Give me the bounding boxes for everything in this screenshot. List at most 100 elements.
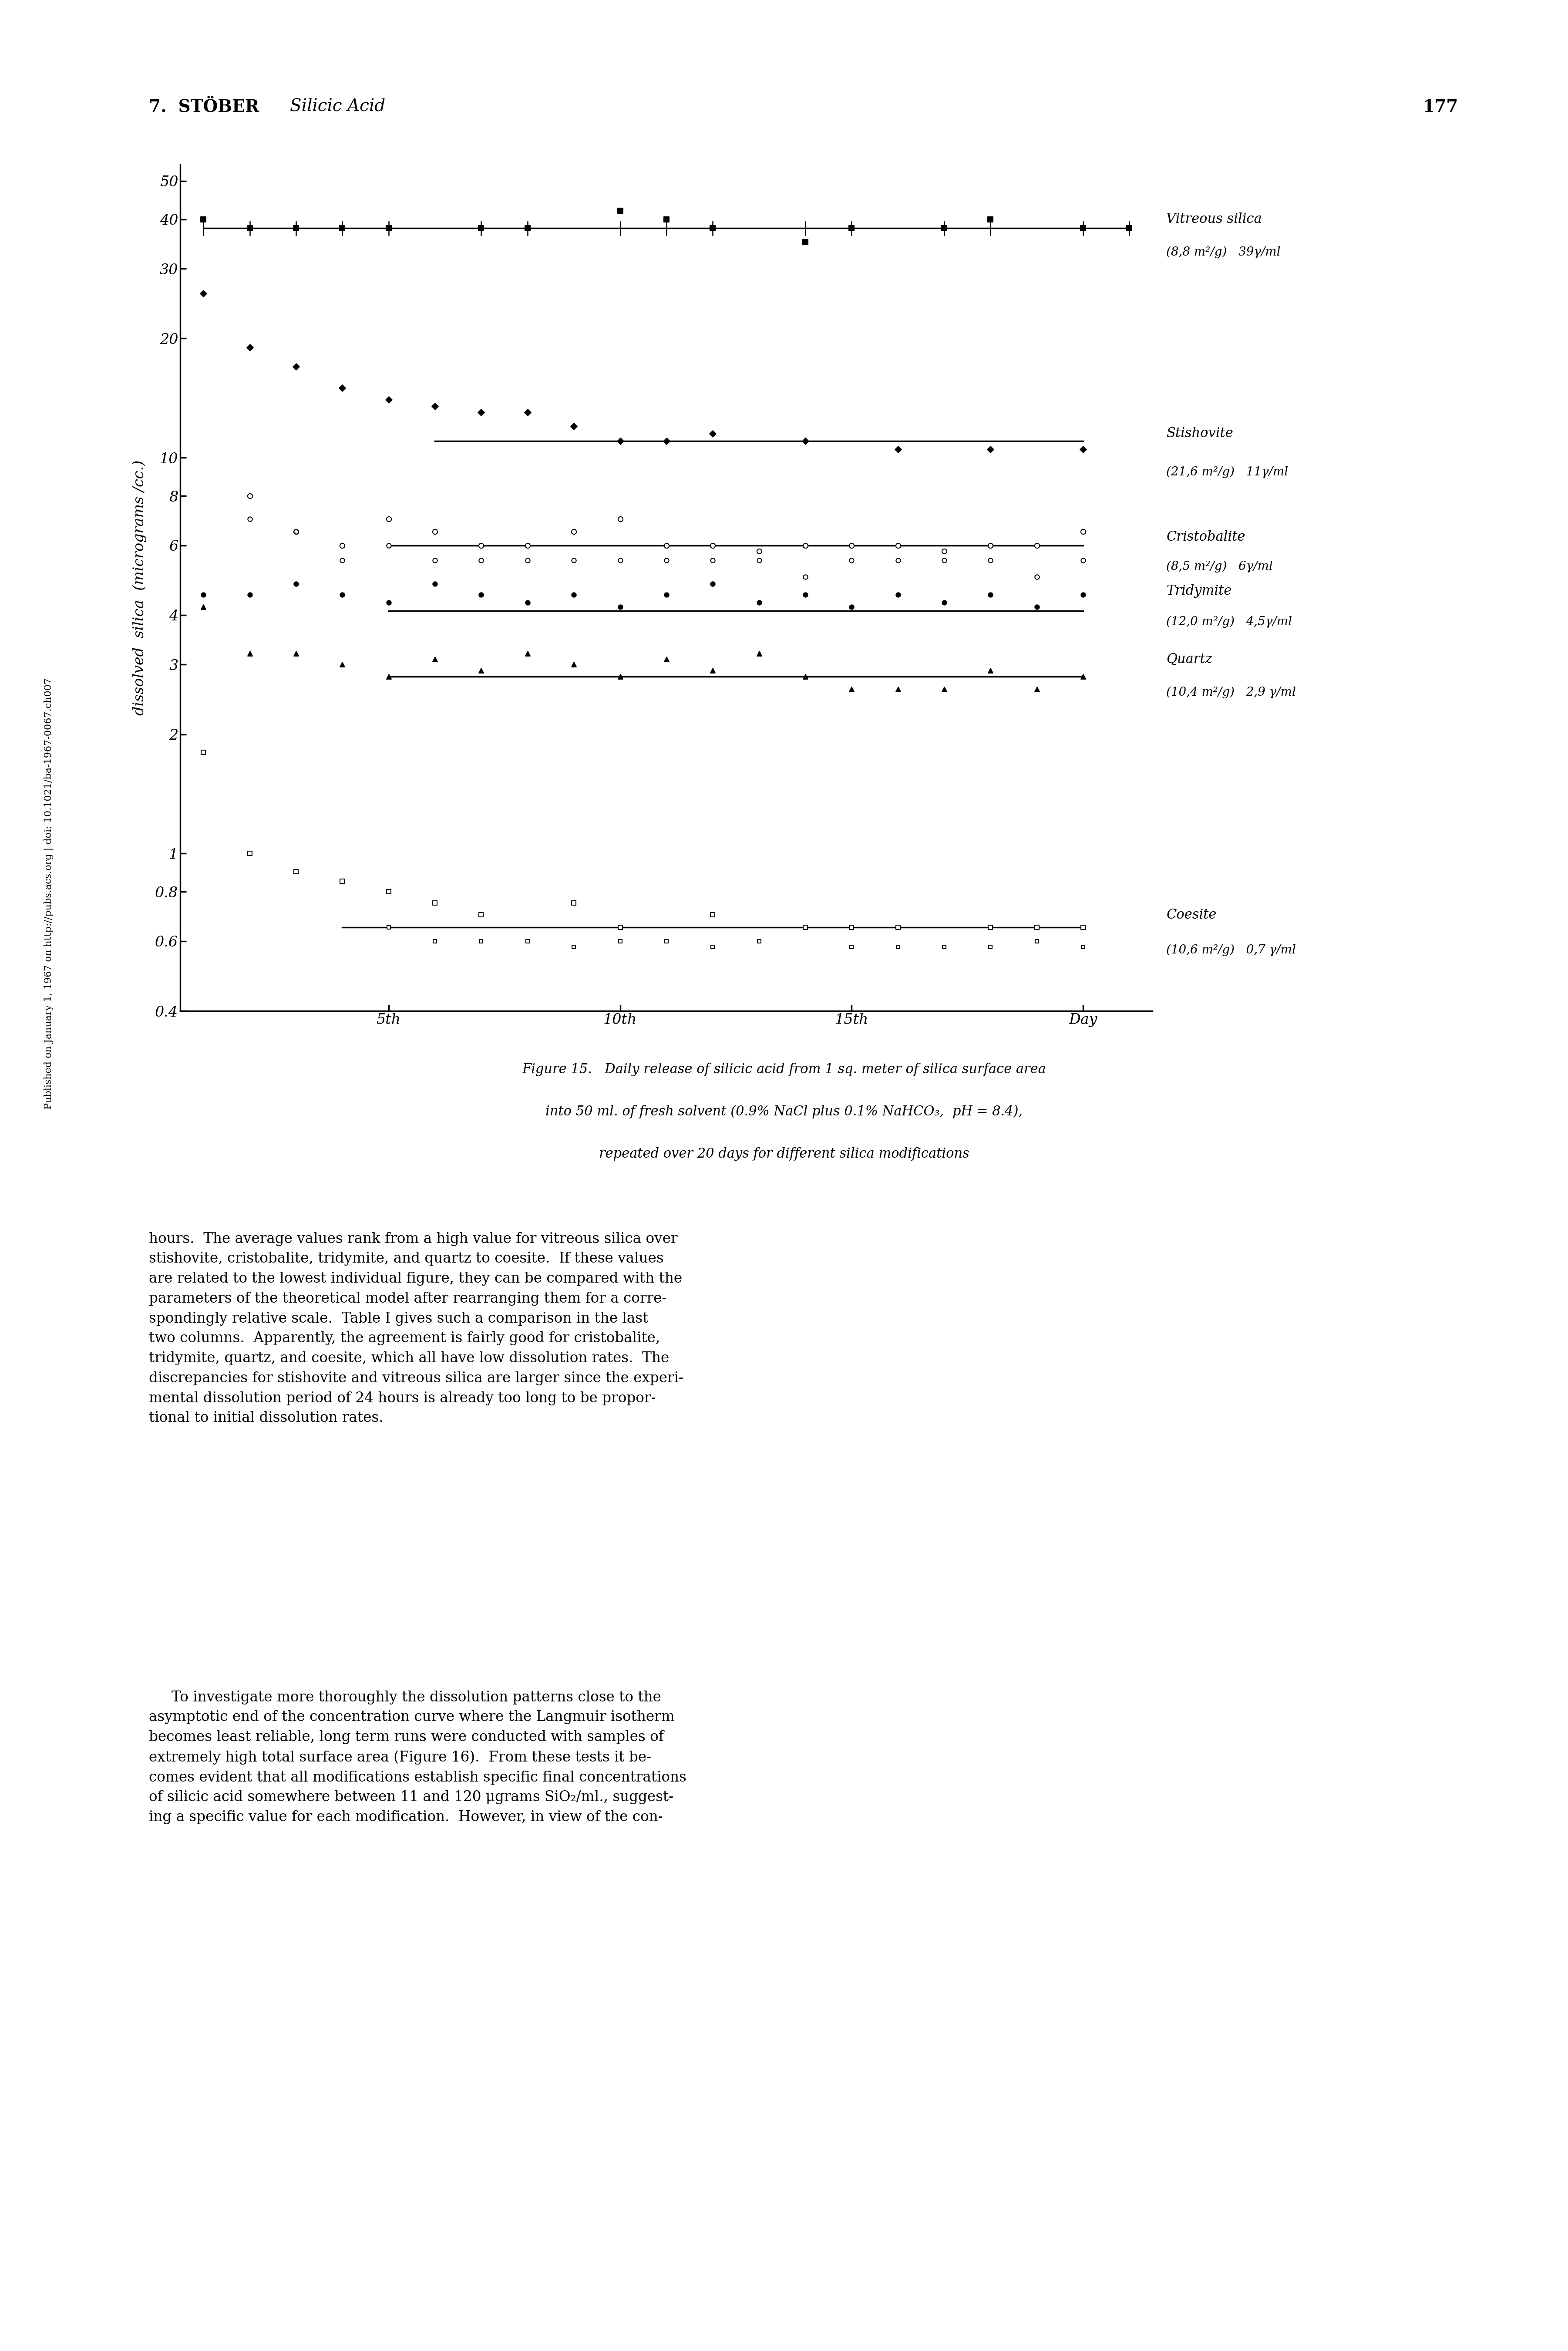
Point bbox=[839, 588, 864, 625]
Point bbox=[561, 541, 586, 578]
Point bbox=[978, 527, 1004, 564]
Point bbox=[561, 407, 586, 444]
Text: 177: 177 bbox=[1422, 99, 1458, 115]
Point bbox=[376, 381, 401, 418]
Point bbox=[607, 910, 632, 947]
Point bbox=[376, 527, 401, 564]
Point bbox=[607, 588, 632, 625]
Text: Cristobalite: Cristobalite bbox=[1167, 531, 1245, 543]
Point bbox=[237, 329, 262, 367]
Point bbox=[1071, 576, 1096, 614]
Point bbox=[469, 541, 494, 578]
Y-axis label: dissolved  silica  (micrograms /cc.): dissolved silica (micrograms /cc.) bbox=[132, 461, 147, 715]
Point bbox=[931, 541, 956, 578]
Point bbox=[561, 929, 586, 966]
Point bbox=[284, 513, 309, 550]
Point bbox=[886, 910, 911, 947]
Point bbox=[469, 896, 494, 933]
Point bbox=[1024, 910, 1049, 947]
Point bbox=[237, 576, 262, 614]
Text: Coesite: Coesite bbox=[1167, 907, 1217, 922]
Point bbox=[1024, 588, 1049, 625]
Point bbox=[422, 639, 447, 677]
Point bbox=[793, 423, 818, 461]
Point bbox=[237, 501, 262, 538]
Text: Quartz: Quartz bbox=[1167, 651, 1212, 665]
Point bbox=[701, 564, 726, 602]
Point bbox=[514, 393, 539, 430]
Point bbox=[1071, 513, 1096, 550]
Point bbox=[1071, 658, 1096, 696]
Point bbox=[701, 209, 726, 247]
Point bbox=[607, 423, 632, 461]
Point bbox=[469, 393, 494, 430]
Point bbox=[329, 209, 354, 247]
Point bbox=[284, 348, 309, 386]
Point bbox=[284, 564, 309, 602]
Point bbox=[422, 884, 447, 922]
Point bbox=[978, 200, 1004, 237]
Point bbox=[839, 209, 864, 247]
Point bbox=[1071, 910, 1096, 947]
Point bbox=[191, 576, 216, 614]
Text: 7.  STÖBER: 7. STÖBER bbox=[149, 99, 259, 115]
Text: repeated over 20 days for different silica modifications: repeated over 20 days for different sili… bbox=[599, 1147, 969, 1161]
Point bbox=[329, 863, 354, 900]
Point bbox=[701, 541, 726, 578]
Point bbox=[191, 200, 216, 237]
Point bbox=[329, 541, 354, 578]
Point bbox=[237, 835, 262, 872]
Point bbox=[654, 423, 679, 461]
Point bbox=[284, 513, 309, 550]
Point bbox=[561, 647, 586, 684]
Point bbox=[793, 527, 818, 564]
Point bbox=[793, 557, 818, 595]
Point bbox=[191, 275, 216, 313]
Point bbox=[1024, 557, 1049, 595]
Point bbox=[886, 541, 911, 578]
Point bbox=[1071, 430, 1096, 468]
Point bbox=[284, 853, 309, 891]
Point bbox=[237, 209, 262, 247]
Point bbox=[793, 576, 818, 614]
Point bbox=[284, 635, 309, 672]
Point bbox=[886, 670, 911, 708]
Point bbox=[746, 635, 771, 672]
Point bbox=[701, 527, 726, 564]
Point bbox=[886, 576, 911, 614]
Point bbox=[469, 576, 494, 614]
Point bbox=[701, 896, 726, 933]
Point bbox=[978, 910, 1004, 947]
Point bbox=[329, 576, 354, 614]
Point bbox=[746, 583, 771, 621]
Point bbox=[654, 576, 679, 614]
Point bbox=[561, 884, 586, 922]
Point bbox=[1071, 541, 1096, 578]
Point bbox=[376, 910, 401, 947]
Text: (8,8 m²/g)   39γ/ml: (8,8 m²/g) 39γ/ml bbox=[1167, 247, 1281, 259]
Text: To investigate more thoroughly the dissolution patterns close to the
asymptotic : To investigate more thoroughly the disso… bbox=[149, 1690, 687, 1824]
Point bbox=[422, 922, 447, 959]
Point bbox=[886, 929, 911, 966]
Point bbox=[237, 635, 262, 672]
Point bbox=[886, 430, 911, 468]
Point bbox=[607, 922, 632, 959]
Point bbox=[746, 541, 771, 578]
Text: (8,5 m²/g)   6γ/ml: (8,5 m²/g) 6γ/ml bbox=[1167, 562, 1273, 574]
Point bbox=[886, 527, 911, 564]
Point bbox=[931, 209, 956, 247]
Text: Published on January 1, 1967 on http://pubs.acs.org | doi: 10.1021/ba-1967-0067.: Published on January 1, 1967 on http://p… bbox=[44, 677, 53, 1110]
Point bbox=[931, 531, 956, 569]
Point bbox=[329, 647, 354, 684]
Point bbox=[654, 527, 679, 564]
Point bbox=[931, 583, 956, 621]
Point bbox=[376, 583, 401, 621]
Point bbox=[514, 527, 539, 564]
Point bbox=[701, 651, 726, 689]
Point bbox=[1116, 209, 1142, 247]
Point bbox=[1024, 527, 1049, 564]
Point bbox=[1071, 209, 1096, 247]
Point bbox=[931, 929, 956, 966]
Point bbox=[978, 651, 1004, 689]
Text: (10,6 m²/g)   0,7 γ/ml: (10,6 m²/g) 0,7 γ/ml bbox=[1167, 945, 1297, 957]
